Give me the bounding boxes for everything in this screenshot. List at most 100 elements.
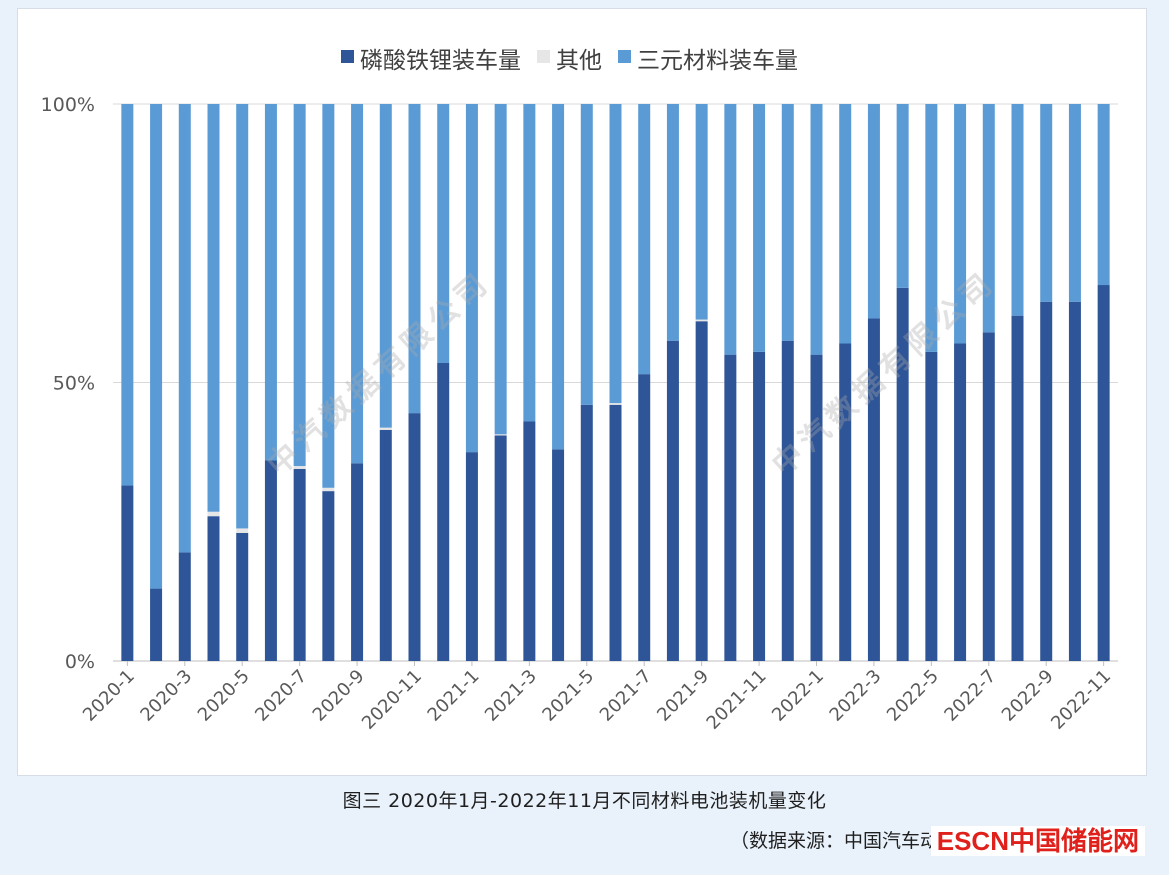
bar-lfp [465, 452, 478, 661]
bar-ncm [1011, 104, 1024, 316]
bar-ncm [867, 104, 880, 319]
bar-ncm [408, 104, 421, 414]
bar-other [494, 434, 507, 436]
bar-lfp [178, 552, 191, 661]
bar-ncm [1040, 104, 1053, 302]
bar-lfp [150, 588, 163, 661]
bar-ncm [465, 104, 478, 453]
bar-ncm [982, 104, 995, 333]
legend-swatch [618, 50, 631, 63]
bar-lfp [293, 468, 306, 661]
bar-lfp [1011, 315, 1024, 661]
legend-swatch [537, 50, 550, 63]
bar-lfp [781, 340, 794, 661]
x-tick-label: 2021-11 [703, 666, 771, 734]
bar-ncm [121, 104, 134, 486]
bar-lfp [121, 485, 134, 661]
bar-lfp [437, 363, 450, 661]
bar-lfp [867, 318, 880, 661]
bar-ncm [666, 104, 679, 341]
bar-ncm [236, 104, 249, 529]
bar-lfp [753, 351, 766, 661]
bar-other [293, 466, 306, 469]
bar-lfp [638, 374, 651, 661]
legend-swatch [341, 50, 354, 63]
bar-lfp [810, 354, 823, 661]
x-tick-label: 2020-3 [136, 666, 196, 726]
x-tick-label: 2020-5 [194, 666, 254, 726]
bar-lfp [408, 413, 421, 661]
bar-ncm [724, 104, 737, 355]
bars [121, 104, 1110, 661]
legend-label: 三元材料装车量 [637, 48, 798, 74]
bar-lfp [523, 421, 536, 661]
bar-ncm [523, 104, 536, 422]
bar-lfp [351, 463, 364, 661]
bar-ncm [322, 104, 335, 488]
bar-ncm [494, 104, 507, 435]
bar-ncm [379, 104, 392, 428]
legend-label: 其他 [556, 48, 602, 74]
bar-ncm [150, 104, 163, 589]
x-tick-label: 2022-3 [826, 666, 886, 726]
bar-ncm [1068, 104, 1081, 302]
bar-ncm [552, 104, 565, 450]
x-tick-label: 2020-1 [79, 666, 139, 726]
bar-lfp [954, 343, 967, 661]
x-tick-label: 2021-7 [596, 666, 656, 726]
bar-ncm [638, 104, 651, 375]
bar-lfp [839, 343, 852, 661]
bar-ncm [695, 104, 708, 320]
bar-lfp [724, 354, 737, 661]
bar-ncm [810, 104, 823, 355]
bar-lfp [552, 449, 565, 661]
bar-ncm [207, 104, 220, 512]
bar-ncm [1097, 104, 1110, 286]
bar-ncm [351, 104, 364, 464]
bar-lfp [695, 321, 708, 661]
bar-lfp [1068, 301, 1081, 661]
y-tick-label: 0% [65, 651, 95, 673]
x-tick-label: 2021-5 [538, 666, 598, 726]
bar-ncm [954, 104, 967, 344]
legend: 磷酸铁锂装车量 其他 三元材料装车量 [341, 48, 798, 74]
x-tick-label: 2021-3 [481, 666, 541, 726]
bar-ncm [896, 104, 909, 288]
bar-lfp [236, 532, 249, 661]
bar-lfp [1040, 301, 1053, 661]
y-axis: 0% 50% 100% [41, 94, 95, 673]
stacked-bar-chart: 0% 50% 100% 2020-12020-32020-52020-72020-9… [41, 48, 1118, 734]
bar-lfp [580, 404, 593, 661]
bar-lfp [1097, 285, 1110, 661]
x-tick-label: 2022-5 [883, 666, 943, 726]
escn-logo[interactable]: ESCN中国储能网 [930, 826, 1145, 856]
y-tick-label: 50% [53, 373, 95, 395]
bar-other [695, 319, 708, 322]
x-tick-label: 2020-7 [251, 666, 311, 726]
x-tick-label: 2022-1 [768, 666, 828, 726]
x-tick-label: 2022-7 [940, 666, 1000, 726]
bar-ncm [437, 104, 450, 364]
bar-other [609, 403, 622, 405]
bar-other [236, 528, 249, 533]
legend-label: 磷酸铁锂装车量 [360, 48, 521, 74]
bar-lfp [207, 516, 220, 661]
bar-other [207, 511, 220, 517]
bar-other [379, 427, 392, 430]
bar-lfp [379, 429, 392, 661]
figure-caption: 图三 2020年1月-2022年11月不同材料电池装机量变化 [342, 790, 827, 812]
bar-lfp [666, 340, 679, 661]
bar-lfp [982, 332, 995, 661]
x-axis: 2020-12020-32020-52020-72020-92020-11202… [79, 661, 1115, 734]
bar-ncm [925, 104, 938, 352]
bar-ncm [609, 104, 622, 404]
bar-lfp [896, 287, 909, 661]
bar-ncm [839, 104, 852, 344]
bar-lfp [322, 491, 335, 661]
chart-panel: 0% 50% 100% 2020-1 2020-3 2020-5 2020-7 2020-9… [17, 8, 1147, 776]
bar-ncm [264, 104, 277, 461]
bar-ncm [178, 104, 191, 553]
bar-ncm [580, 104, 593, 405]
y-tick-label: 100% [41, 94, 95, 116]
bar-lfp [925, 351, 938, 661]
